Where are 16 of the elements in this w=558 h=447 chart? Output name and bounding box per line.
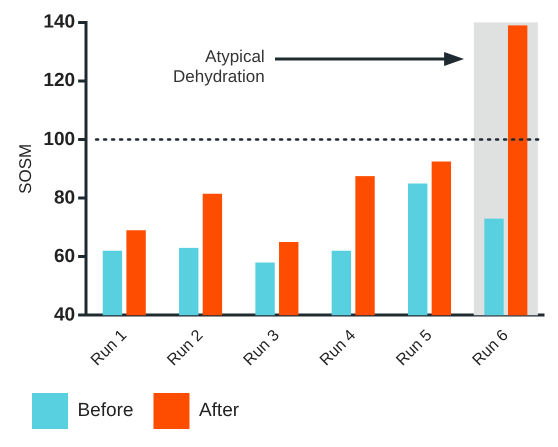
x-tick-label: Run 6 [470, 326, 512, 370]
y-tick-label: 40 [54, 304, 76, 326]
x-tick-label: Run 1 [88, 326, 130, 370]
x-tick-label: Run 4 [316, 326, 360, 370]
y-tick-label: 60 [54, 246, 76, 267]
y-axis-title: SOSM [16, 144, 35, 194]
annotation: Atypical Dehydration [173, 47, 265, 86]
x-tick-label: Run 2 [164, 326, 207, 370]
legend-label: Before [78, 400, 134, 422]
x-tick-label: Run 3 [240, 326, 283, 370]
y-tick-label: 120 [43, 70, 76, 92]
y-tick-label: 140 [43, 12, 76, 33]
x-tick-label: Run 5 [393, 326, 436, 370]
legend-label: After [198, 400, 240, 422]
y-tick-label: 80 [54, 187, 76, 208]
y-tick-label: 100 [43, 128, 76, 150]
